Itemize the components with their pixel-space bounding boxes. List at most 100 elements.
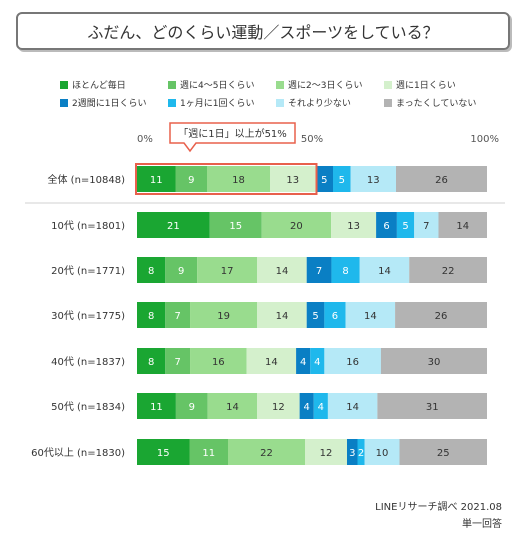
bar-segment xyxy=(270,166,316,192)
data-label: 4 xyxy=(300,357,306,368)
legend-swatch xyxy=(384,81,392,89)
data-label: 14 xyxy=(346,402,359,413)
data-label: 26 xyxy=(435,175,448,186)
bar-segment xyxy=(395,302,487,328)
bar-segment xyxy=(345,302,396,328)
data-label: 13 xyxy=(347,221,360,232)
bar-segment xyxy=(396,166,487,192)
bar-segment xyxy=(175,166,207,192)
callout-text: 「週に1日」以上が51% xyxy=(178,127,287,140)
data-label: 2 xyxy=(358,448,364,459)
data-label: 7 xyxy=(316,266,322,277)
legend-label: まったくしていない xyxy=(396,99,477,109)
data-label: 12 xyxy=(320,448,333,459)
data-label: 16 xyxy=(212,357,225,368)
bar-segment xyxy=(438,212,487,238)
legend-label: ほとんど毎日 xyxy=(72,81,126,91)
data-label: 8 xyxy=(342,266,348,277)
legend-label: 週に1日くらい xyxy=(396,81,456,91)
bar-segment xyxy=(350,166,396,192)
data-label: 20 xyxy=(290,221,303,232)
data-label: 8 xyxy=(148,266,154,277)
data-label: 5 xyxy=(312,311,318,322)
data-label: 22 xyxy=(442,266,455,277)
data-label: 10 xyxy=(376,448,389,459)
bar-segment xyxy=(137,257,166,283)
bar-segment xyxy=(357,439,365,465)
bar-segment xyxy=(376,212,397,238)
data-label: 11 xyxy=(150,402,163,413)
bar-segment xyxy=(257,302,307,328)
bar-segment xyxy=(296,348,311,374)
x-tick-label: 50% xyxy=(301,134,323,145)
data-label: 5 xyxy=(339,175,345,186)
data-label: 19 xyxy=(217,311,230,322)
legend-swatch xyxy=(384,99,392,107)
data-label: 7 xyxy=(174,311,180,322)
data-label: 11 xyxy=(202,448,215,459)
legend-item: 週に4～5日くらい xyxy=(168,78,254,91)
legend-swatch xyxy=(60,81,68,89)
bar-segment xyxy=(165,348,191,374)
data-label: 31 xyxy=(426,402,439,413)
x-tick-label: 100% xyxy=(470,134,499,145)
data-label: 25 xyxy=(437,448,450,459)
legend-swatch xyxy=(168,81,176,89)
data-label: 12 xyxy=(272,402,285,413)
bar-segment xyxy=(315,166,333,192)
bar-segment xyxy=(324,302,346,328)
data-label: 14 xyxy=(276,266,289,277)
category-label: 50代 (n=1834) xyxy=(51,401,125,413)
bar-segment xyxy=(257,393,300,419)
bar-segment xyxy=(246,348,297,374)
bar-segment xyxy=(306,302,325,328)
bar-segment xyxy=(190,348,247,374)
bar-segment xyxy=(305,439,347,465)
callout-box xyxy=(169,122,296,153)
bar-segment xyxy=(137,439,190,465)
bar-segment xyxy=(207,393,258,419)
bar-segment xyxy=(207,166,270,192)
bar-segment xyxy=(377,393,487,419)
highlight-frame xyxy=(135,163,318,195)
data-label: 4 xyxy=(318,402,324,413)
bar-segment xyxy=(347,439,358,465)
legend-swatch xyxy=(276,99,284,107)
data-label: 14 xyxy=(226,402,239,413)
legend-item: 2週間に1日くらい xyxy=(60,96,146,109)
chart-title: ふだん、どのくらい運動／スポーツをしている？ xyxy=(16,12,510,50)
bar-segment xyxy=(175,393,208,419)
bar-segment xyxy=(333,166,351,192)
bar-segment xyxy=(331,257,360,283)
legend-swatch xyxy=(168,99,176,107)
bar-segment xyxy=(364,439,400,465)
data-label: 8 xyxy=(148,311,154,322)
data-label: 22 xyxy=(260,448,273,459)
bar-segment xyxy=(261,212,332,238)
data-label: 6 xyxy=(332,311,338,322)
bar-segment xyxy=(380,348,487,374)
data-label: 26 xyxy=(435,311,448,322)
data-label: 30 xyxy=(428,357,441,368)
bar-segment xyxy=(165,302,191,328)
legend-swatch xyxy=(276,81,284,89)
category-label: 全体 (n=10848) xyxy=(47,173,125,186)
data-label: 16 xyxy=(346,357,359,368)
bar-segment xyxy=(299,393,314,419)
bar-segment xyxy=(137,393,176,419)
data-label: 15 xyxy=(229,221,242,232)
bar-segment xyxy=(209,212,262,238)
data-label: 18 xyxy=(232,175,245,186)
bar-segment xyxy=(189,439,228,465)
bar-segment xyxy=(137,348,166,374)
data-label: 15 xyxy=(157,448,170,459)
data-label: 9 xyxy=(189,402,195,413)
bar-segment xyxy=(399,439,487,465)
bar-segment xyxy=(359,257,410,283)
data-label: 7 xyxy=(174,357,180,368)
data-label: 11 xyxy=(150,175,163,186)
data-label: 9 xyxy=(188,175,194,186)
note-label: 単一回答 xyxy=(462,519,502,530)
bar-segment xyxy=(137,166,176,192)
